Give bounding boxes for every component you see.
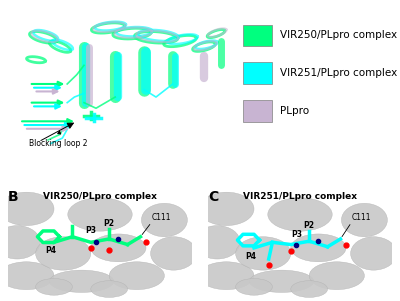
Ellipse shape (236, 237, 291, 270)
Ellipse shape (350, 237, 397, 270)
Ellipse shape (91, 234, 146, 262)
Text: VIR250/PLpro complex: VIR250/PLpro complex (43, 192, 157, 201)
Text: PLpro: PLpro (280, 106, 309, 116)
Ellipse shape (36, 237, 91, 270)
Text: P3: P3 (85, 226, 96, 235)
FancyBboxPatch shape (243, 101, 272, 122)
Text: P4: P4 (45, 247, 56, 256)
Ellipse shape (0, 192, 54, 226)
Ellipse shape (268, 198, 332, 231)
Ellipse shape (341, 203, 388, 237)
Ellipse shape (291, 281, 328, 297)
Ellipse shape (36, 278, 72, 295)
Text: C111: C111 (152, 213, 171, 222)
FancyBboxPatch shape (243, 24, 272, 46)
Ellipse shape (109, 262, 164, 290)
Ellipse shape (194, 226, 240, 259)
Text: C: C (208, 190, 218, 204)
Text: P4: P4 (245, 252, 256, 261)
Ellipse shape (199, 192, 254, 226)
Ellipse shape (0, 226, 40, 259)
Text: Blocking loop 2: Blocking loop 2 (29, 131, 87, 147)
Ellipse shape (68, 198, 132, 231)
Text: P3: P3 (291, 230, 302, 239)
Ellipse shape (50, 270, 114, 293)
Ellipse shape (309, 262, 364, 290)
Text: P2: P2 (304, 221, 315, 230)
Text: VIR251/PLpro complex: VIR251/PLpro complex (243, 192, 357, 201)
Ellipse shape (91, 281, 128, 297)
Text: B: B (8, 190, 19, 204)
Ellipse shape (0, 262, 54, 290)
Text: C111: C111 (352, 213, 371, 222)
Text: P2: P2 (104, 219, 115, 228)
Ellipse shape (199, 262, 254, 290)
Text: VIR251/PLpro complex: VIR251/PLpro complex (280, 68, 397, 78)
Ellipse shape (291, 234, 346, 262)
Ellipse shape (141, 203, 187, 237)
Ellipse shape (151, 237, 197, 270)
Ellipse shape (236, 278, 272, 295)
Ellipse shape (250, 270, 314, 293)
FancyBboxPatch shape (243, 63, 272, 84)
Text: VIR250/PLpro complex: VIR250/PLpro complex (280, 30, 397, 40)
